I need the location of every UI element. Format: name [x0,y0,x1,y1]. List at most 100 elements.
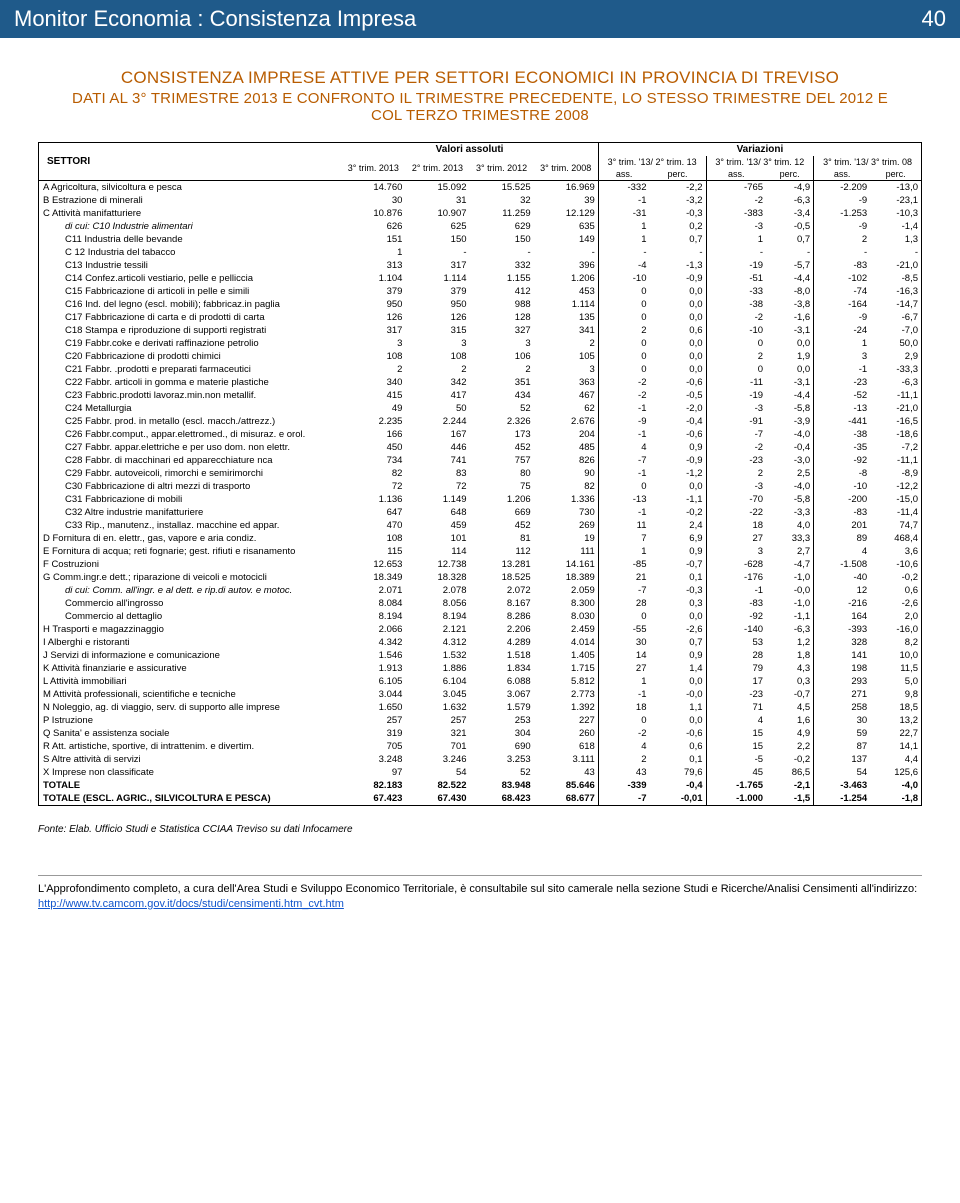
cell: 105 [534,350,599,363]
cell: -1 [598,402,649,415]
table-row: TOTALE82.18382.52283.94885.646-339-0,4-1… [39,779,922,792]
table-row: di cui: Comm. all'ingr. e al dett. e rip… [39,584,922,597]
cell: -3,2 [650,194,707,207]
cell: 5.812 [534,675,599,688]
cell: -0,0 [650,688,707,701]
cell: 0 [598,480,649,493]
cell: 2.459 [534,623,599,636]
table-row: C33 Rip., manutenz., installaz. macchine… [39,519,922,532]
cell: 67.430 [405,792,469,806]
cell: 1,6 [766,714,814,727]
cell: -92 [706,610,766,623]
cell: -5,7 [766,259,814,272]
cell: -8,5 [870,272,921,285]
cell: 2.071 [341,584,405,597]
row-label: C30 Fabbricazione di altri mezzi di tras… [39,480,342,493]
cell: -1,0 [766,597,814,610]
cell: 149 [534,233,599,246]
cell: 0,7 [650,636,707,649]
cell: 4.312 [405,636,469,649]
cell: -1 [814,363,871,376]
cell: -1 [598,506,649,519]
footer-text: L'Approfondimento completo, a cura dell'… [38,883,917,895]
cell: 28 [706,649,766,662]
table-row: N Noleggio, ag. di viaggio, serv. di sup… [39,701,922,714]
cell: -4,0 [766,480,814,493]
cell: 31 [405,194,469,207]
cell: -16,0 [870,623,921,636]
row-label: C14 Confez.articoli vestiario, pelle e p… [39,272,342,285]
cell: 12.653 [341,558,405,571]
cell: 328 [814,636,871,649]
cell: -4,0 [870,779,921,792]
table-row: C11 Industria delle bevande1511501501491… [39,233,922,246]
cell: - [650,246,707,259]
cell: -2 [598,376,649,389]
footer-link[interactable]: http://www.tv.camcom.gov.it/docs/studi/c… [38,898,344,910]
cell: 72 [341,480,405,493]
cell: 0,1 [650,753,707,766]
row-label: Q Sanita' e assistenza sociale [39,727,342,740]
cell: 2,9 [870,350,921,363]
cell: 3 [341,337,405,350]
cell: 85.646 [534,779,599,792]
table-row: di cui: C10 Industrie alimentari62662562… [39,220,922,233]
cell: 67.423 [341,792,405,806]
row-label: C18 Stampa e riproduzione di supporti re… [39,324,342,337]
table-row: C15 Fabbricazione di articoli in pelle e… [39,285,922,298]
cell: 1,4 [650,662,707,675]
cell: 6.105 [341,675,405,688]
cell: 0,0 [650,350,707,363]
cell: -3,1 [766,324,814,337]
table-row: C29 Fabbr. autoveicoli, rimorchi e semir… [39,467,922,480]
cell: -2,1 [766,779,814,792]
cell: 14.161 [534,558,599,571]
cell: 173 [470,428,534,441]
cell: 6,9 [650,532,707,545]
cell: 1.104 [341,272,405,285]
cell: -13 [598,493,649,506]
cell: 0,9 [650,649,707,662]
col-t2: 2° trim. 2013 [405,156,469,181]
cell: 59 [814,727,871,740]
cell: 446 [405,441,469,454]
cell: - [766,246,814,259]
cell: 83.948 [470,779,534,792]
cell: 8.056 [405,597,469,610]
cell: 379 [341,285,405,298]
cell: 2 [706,350,766,363]
cell: 321 [405,727,469,740]
cell: 1.336 [534,493,599,506]
cell: 74,7 [870,519,921,532]
cell: 15 [706,727,766,740]
table-row: C26 Fabbr.comput., appar.elettromed., di… [39,428,922,441]
cell: 1 [598,220,649,233]
row-label: Commercio all'ingrosso [39,597,342,610]
cell: -628 [706,558,766,571]
cell: 1,1 [650,701,707,714]
cell: -0,4 [650,779,707,792]
cell: 5,0 [870,675,921,688]
cell: 167 [405,428,469,441]
cell: -10 [706,324,766,337]
cell: 450 [341,441,405,454]
cell: 2,2 [766,740,814,753]
cell: 2,4 [650,519,707,532]
table-row: C32 Altre industrie manifatturiere647648… [39,506,922,519]
row-label: L Attività immobiliari [39,675,342,688]
cell: -0,4 [650,415,707,428]
cell: 1.886 [405,662,469,675]
cell: 126 [341,311,405,324]
cell: 417 [405,389,469,402]
cell: -5,8 [766,493,814,506]
cell: -1,6 [766,311,814,324]
cell: -31 [598,207,649,220]
cell: -7 [706,428,766,441]
cell: 1.632 [405,701,469,714]
cell: 648 [405,506,469,519]
cell: 90 [534,467,599,480]
cell: 0,0 [650,480,707,493]
cell: -3,9 [766,415,814,428]
cell: -0,7 [650,558,707,571]
cell: -102 [814,272,871,285]
